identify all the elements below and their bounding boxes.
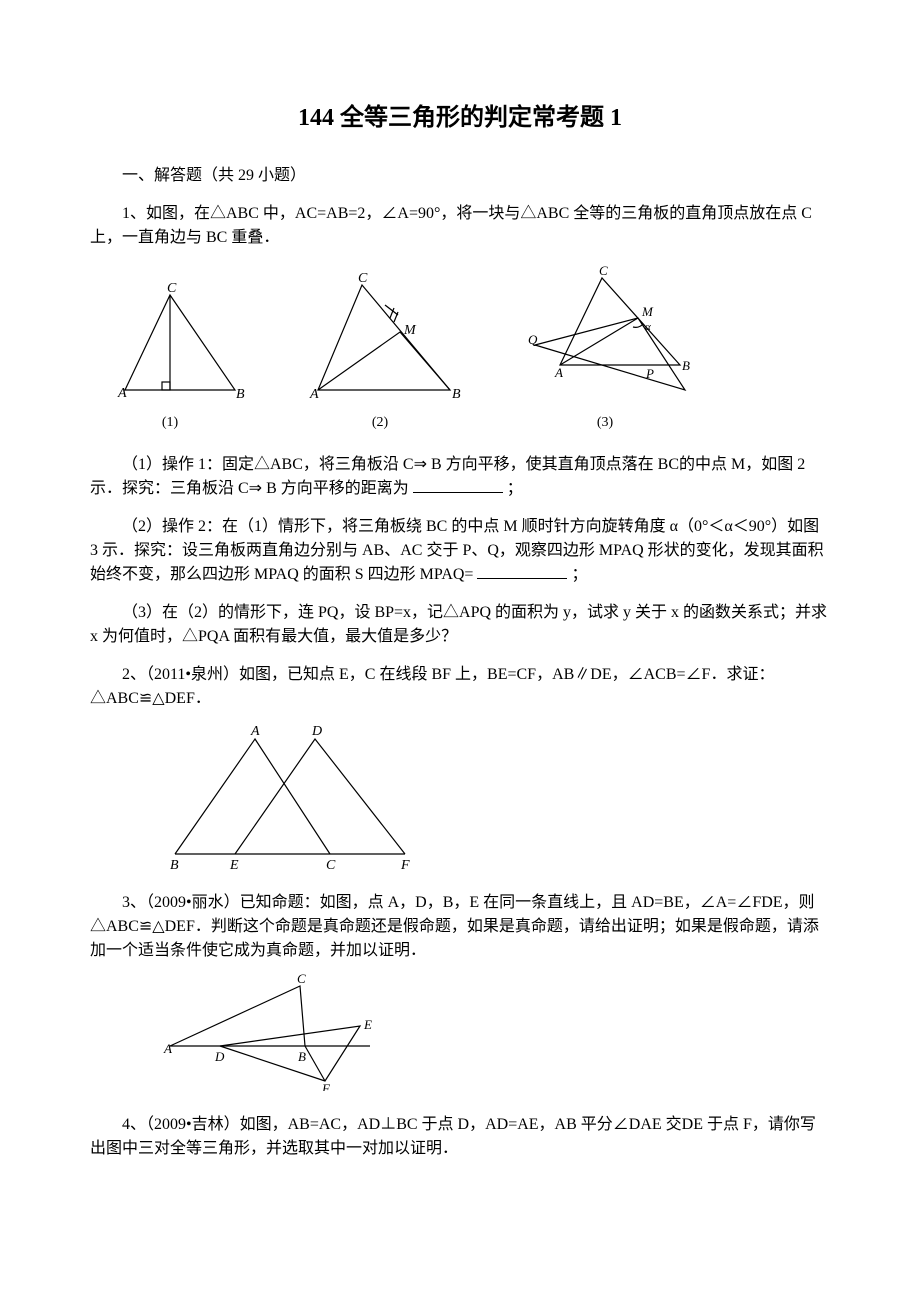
svg-text:B: B bbox=[682, 358, 690, 373]
svg-text:Q: Q bbox=[528, 332, 538, 347]
q1-part2-suffix: ； bbox=[571, 566, 587, 583]
q4-text: 4、（2009•吉林）如图，AB=AC，AD⊥BC 于点 D，AD=AE，AB … bbox=[90, 1113, 830, 1161]
svg-text:B: B bbox=[236, 387, 245, 402]
svg-text:E: E bbox=[229, 858, 239, 869]
q3-text: 3、（2009•丽水）已知命题：如图，点 A，D，B，E 在同一条直线上，且 A… bbox=[90, 891, 830, 963]
svg-text:C: C bbox=[167, 281, 177, 296]
svg-text:B: B bbox=[298, 1049, 306, 1064]
svg-text:F: F bbox=[321, 1081, 331, 1091]
q1-part2-blank bbox=[477, 563, 567, 579]
q1-part1-suffix: ； bbox=[507, 480, 523, 497]
q1-figures: A B C (1) A B C M (2) bbox=[90, 260, 830, 433]
q1-part1: （1）操作 1：固定△ABC，将三角板沿 C⇒ B 方向平移，使其直角顶点落在 … bbox=[90, 453, 830, 501]
q3-figure: A D B C E F bbox=[160, 971, 830, 1099]
svg-text:A: A bbox=[163, 1041, 172, 1056]
svg-text:F: F bbox=[400, 858, 410, 869]
svg-text:M: M bbox=[641, 304, 654, 319]
svg-text:D: D bbox=[214, 1049, 225, 1064]
q1-part1-blank bbox=[413, 477, 503, 493]
svg-text:M: M bbox=[403, 323, 417, 338]
q1-fig2: A B C M (2) bbox=[290, 270, 470, 433]
svg-text:C: C bbox=[326, 858, 336, 869]
svg-text:A: A bbox=[117, 386, 127, 401]
svg-text:C: C bbox=[297, 971, 306, 986]
svg-text:A: A bbox=[309, 387, 319, 402]
page-title: 144 全等三角形的判定常考题 1 bbox=[90, 100, 830, 136]
q1-part3: （3）在（2）的情形下，连 PQ，设 BP=x，记△APQ 的面积为 y，试求 … bbox=[90, 601, 830, 649]
svg-text:B: B bbox=[452, 387, 461, 402]
svg-text:E: E bbox=[363, 1017, 372, 1032]
svg-text:B: B bbox=[170, 858, 179, 869]
svg-text:α: α bbox=[645, 321, 651, 333]
svg-text:C: C bbox=[358, 271, 368, 286]
svg-text:A: A bbox=[250, 724, 260, 739]
section-header: 一、解答题（共 29 小题） bbox=[90, 164, 830, 188]
q1-fig3: A B C M Q P α (3) bbox=[510, 260, 700, 433]
q1-fig3-label: (3) bbox=[510, 412, 700, 433]
q1-fig1-label: (1) bbox=[90, 412, 250, 433]
svg-text:D: D bbox=[311, 724, 322, 739]
svg-text:A: A bbox=[554, 365, 563, 380]
q2-figure: A D B E C F bbox=[160, 719, 830, 877]
q1-part2: （2）操作 2：在（1）情形下，将三角板绕 BC 的中点 M 顺时针方向旋转角度… bbox=[90, 515, 830, 587]
q1-fig2-label: (2) bbox=[290, 412, 470, 433]
q2-text: 2、（2011•泉州）如图，已知点 E，C 在线段 BF 上，BE=CF，AB∥… bbox=[90, 663, 830, 711]
svg-text:P: P bbox=[645, 366, 654, 381]
q1-part2-text: （2）操作 2：在（1）情形下，将三角板绕 BC 的中点 M 顺时针方向旋转角度… bbox=[90, 518, 824, 583]
svg-text:C: C bbox=[599, 263, 608, 278]
q1-fig1: A B C (1) bbox=[90, 280, 250, 433]
q1-intro: 1、如图，在△ABC 中，AC=AB=2，∠A=90°，将一块与△ABC 全等的… bbox=[90, 202, 830, 250]
